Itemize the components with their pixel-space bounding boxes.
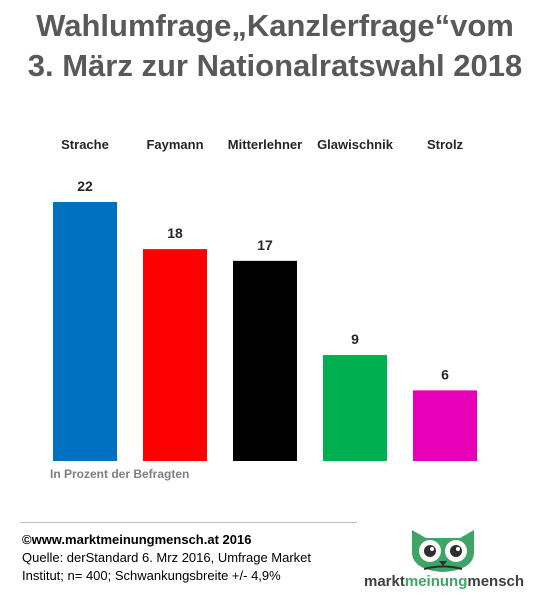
chart-title: Wahlumfrage„Kanzlerfrage“vom 3. März zur…	[0, 6, 550, 86]
data-label: 22	[77, 178, 93, 194]
bar	[233, 260, 297, 461]
logo-part-2: meinung	[404, 573, 468, 590]
category-label: Strache	[61, 137, 109, 152]
bar	[143, 249, 207, 461]
unit-note: In Prozent der Befragten	[50, 467, 190, 481]
bar	[413, 390, 477, 461]
divider	[20, 522, 357, 523]
data-label: 9	[351, 331, 359, 347]
category-label: Glawischnik	[317, 137, 394, 152]
title-line-1: Wahlumfrage„Kanzlerfrage“vom	[36, 8, 514, 43]
category-label: Mitterlehner	[228, 137, 302, 152]
owl-icon	[412, 530, 474, 572]
logo-part-3: mensch	[467, 573, 525, 590]
source-line-1: Quelle: derStandard 6. Mrz 2016, Umfrage…	[22, 550, 312, 565]
logo-part-1: markt	[364, 573, 405, 590]
title-line-2: 3. März zur Nationalratswahl 2018	[27, 48, 523, 83]
category-label: Strolz	[427, 137, 464, 152]
data-label: 17	[257, 237, 273, 253]
bar	[323, 355, 387, 461]
logo-text: marktmeinungmensch	[364, 573, 524, 590]
data-label: 6	[441, 366, 449, 382]
source-line-2: Institut; n= 400; Schwankungsbreite +/- …	[22, 568, 281, 583]
data-label: 18	[167, 225, 183, 241]
bar	[53, 202, 117, 461]
copyright-line: ©www.marktmeinungmensch.at 2016	[22, 532, 252, 547]
source-block: ©www.marktmeinungmensch.at 2016 Quelle: …	[22, 531, 311, 585]
bar-chart: Strache 22 Faymann 18 Mitterlehner 17 Glawisch…	[53, 137, 477, 461]
category-label: Faymann	[146, 137, 203, 152]
brand-logo: marktmeinungmensch	[364, 524, 540, 594]
